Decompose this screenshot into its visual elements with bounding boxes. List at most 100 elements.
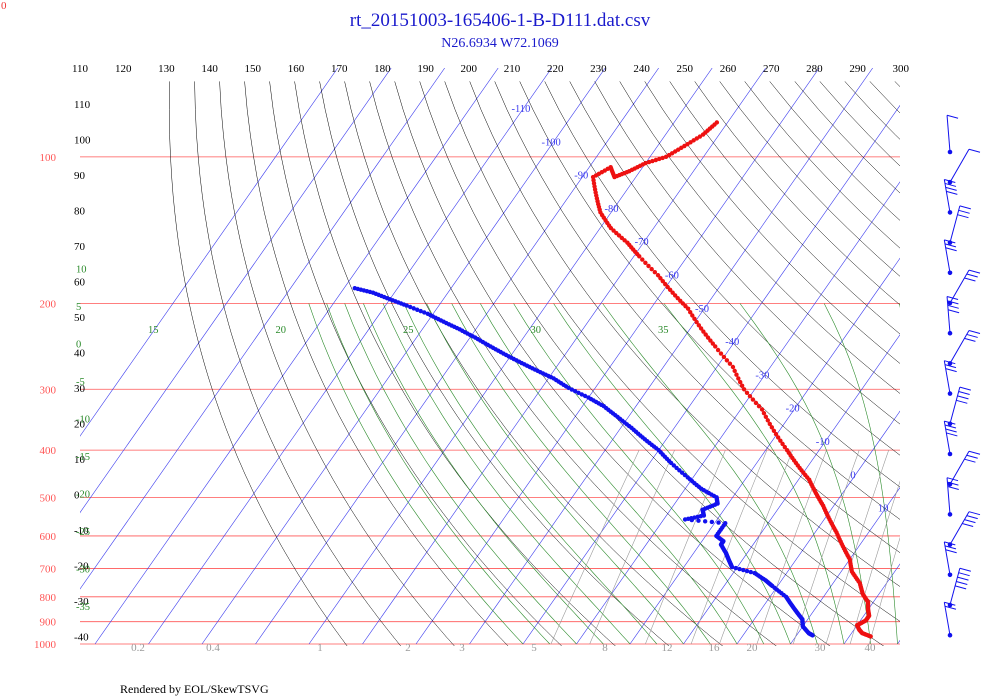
moist-adiabat-line	[602, 303, 818, 645]
dewpoint-point	[418, 308, 423, 314]
isotherm-label: -70	[635, 237, 649, 248]
wind-barb-feather	[964, 277, 976, 282]
theta-left-label: 30	[74, 383, 86, 395]
mixing-ratio-label: 30	[815, 642, 827, 654]
temperature-point	[763, 414, 769, 420]
temperature-point	[767, 421, 773, 427]
dewpoint-point	[411, 306, 416, 311]
mixing-ratio-label: 16	[709, 642, 721, 654]
theta-left-label: 50	[74, 312, 86, 324]
theta-top-label: 160	[288, 63, 305, 75]
moist-adiabat-label: -10	[76, 415, 90, 426]
theta-top-label: 200	[461, 63, 478, 75]
wind-barb-staff	[949, 149, 970, 183]
temperature-point	[775, 435, 781, 440]
moist-adiabat-line	[426, 303, 684, 645]
mixing-ratio-line	[756, 449, 827, 645]
dry-adiabat-line	[244, 81, 509, 646]
wind-barb-feather	[945, 186, 957, 191]
moist-adiabat-line	[308, 303, 524, 645]
moist-adiabat-line	[451, 303, 711, 645]
temperature-point	[646, 159, 652, 165]
dry-adiabat-line	[369, 81, 777, 646]
theta-left-label: 0	[74, 490, 80, 502]
temperature-point	[761, 410, 767, 416]
wind-barb-feather	[966, 273, 978, 278]
temperature-point	[665, 284, 670, 290]
temperature-point	[708, 338, 713, 343]
wind-barb-feather	[957, 214, 969, 219]
dewpoint-point	[744, 568, 750, 574]
wind-barb-feather	[944, 239, 956, 244]
temperature-point	[703, 332, 708, 337]
dry-adiabat-line	[219, 81, 455, 646]
temperature-point	[652, 270, 658, 275]
pressure-tick-label: 100	[40, 152, 57, 164]
isotherm-line	[469, 68, 873, 645]
dry-adiabat-line	[594, 81, 900, 425]
wind-barb-feather	[947, 300, 959, 305]
moist-adiabat-line	[480, 303, 738, 645]
temperature-point	[657, 156, 662, 162]
dewpoint-point	[572, 388, 578, 394]
mixing-ratio-line	[869, 536, 900, 645]
temperature-point	[649, 266, 654, 272]
wind-barb-feather	[956, 581, 968, 585]
theta-left-label: -20	[74, 561, 89, 573]
wind-barb-feather	[944, 545, 957, 550]
temperature-point	[738, 379, 743, 385]
wind-barb-feather	[964, 519, 976, 524]
wind-barb-feather	[947, 304, 959, 309]
wind-barb-feather	[956, 399, 968, 404]
temperature-point	[721, 354, 727, 360]
temperature-point	[771, 428, 777, 433]
pressure-tick-label: 300	[40, 384, 57, 396]
mixing-ratio-label: 0.4	[206, 642, 220, 654]
dry-adiabat-line	[469, 81, 900, 587]
theta-top-label: 260	[720, 63, 737, 75]
mixing-ratio-label: 1	[317, 642, 323, 654]
temperature-point	[688, 309, 693, 315]
wind-barb-staff	[946, 296, 951, 334]
wind-barb-staff	[943, 239, 951, 273]
mixing-ratio-label: 12	[662, 642, 673, 654]
isotherm-line	[80, 68, 445, 590]
temperature-point	[739, 383, 745, 388]
moist-adiabat-line	[553, 303, 791, 645]
wind-barb-feather	[966, 454, 978, 459]
isotherm-label: -40	[725, 337, 739, 348]
theta-top-label: 130	[158, 63, 175, 75]
temperature-point	[769, 425, 775, 430]
temperature-point	[655, 273, 661, 278]
wind-barb-feather	[945, 247, 957, 252]
isotherm-label: -100	[541, 137, 560, 148]
wind-barb-feather	[947, 486, 959, 490]
isotherm-line	[736, 410, 900, 645]
theta-top-label: 190	[417, 63, 434, 75]
mixing-ratio-line	[589, 449, 675, 645]
wind-barb-feather	[962, 523, 974, 528]
moist-adiabat-line	[823, 303, 898, 645]
dry-adiabat-line	[995, 81, 1000, 654]
temperature-point	[650, 158, 655, 164]
pressure-tick-label: 600	[40, 531, 57, 543]
wind-barbs	[943, 114, 981, 638]
wind-barb-feather	[944, 360, 956, 365]
isotherm-line	[790, 487, 900, 645]
wind-barb-feather	[958, 209, 970, 214]
wind-barb-feather	[957, 576, 969, 581]
theta-top-label: 280	[806, 63, 823, 75]
isotherm-line	[362, 68, 766, 645]
theta-left-label: 90	[74, 170, 86, 182]
temperature-point	[782, 444, 788, 450]
temperature-point	[713, 344, 718, 349]
moist-adiabat-label: 0	[76, 340, 81, 351]
theta-top-label: 120	[115, 63, 132, 75]
wind-barb-feather	[966, 333, 978, 338]
pressure-tick-label: 500	[40, 492, 57, 504]
temperature-point	[750, 397, 756, 402]
moist-adiabat-label: -30	[76, 565, 90, 576]
isotherm-line	[80, 68, 338, 437]
moist-adiabat-line	[899, 303, 900, 308]
theta-left-label: 20	[74, 419, 86, 431]
